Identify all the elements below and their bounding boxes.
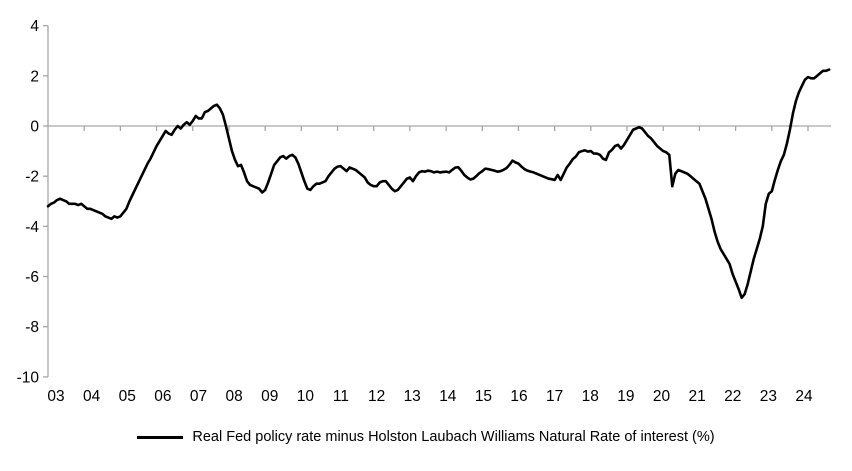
x-tick-label: 21 [689, 388, 706, 405]
legend-line-sample [137, 435, 184, 439]
x-tick-label: 08 [225, 388, 242, 405]
y-tick-label: 2 [30, 68, 39, 85]
x-tick-label: 15 [475, 388, 492, 405]
x-tick-label: 07 [190, 388, 207, 405]
x-tick-label: 06 [154, 388, 171, 405]
x-tick-label: 18 [582, 388, 599, 405]
y-tick-label: 0 [30, 119, 39, 136]
legend-label: Real Fed policy rate minus Holston Lauba… [192, 429, 715, 445]
x-tick-label: 12 [368, 388, 385, 405]
x-tick-label: 04 [83, 388, 101, 405]
legend: Real Fed policy rate minus Holston Lauba… [0, 429, 852, 445]
x-tick-label: 14 [439, 388, 457, 405]
x-tick-label: 24 [795, 388, 813, 405]
x-tick-label: 03 [47, 388, 64, 405]
y-tick-label: -10 [17, 369, 40, 386]
x-tick-label: 09 [261, 388, 278, 405]
x-tick-label: 19 [617, 388, 634, 405]
x-tick-label: 10 [297, 388, 315, 405]
y-tick-label: -2 [25, 169, 39, 186]
y-tick-label: -4 [25, 219, 39, 236]
x-tick-label: 22 [724, 388, 741, 405]
x-tick-label: 20 [653, 388, 671, 405]
x-tick-label: 11 [333, 388, 349, 405]
series-line [46, 68, 831, 300]
x-tick-label: 16 [510, 388, 527, 405]
x-tick-label: 13 [404, 388, 421, 405]
x-tick-label: 17 [546, 388, 563, 405]
y-tick-label: 4 [30, 18, 39, 35]
x-tick-label: 05 [119, 388, 136, 405]
y-tick-label: -6 [25, 269, 39, 286]
y-tick-label: -8 [25, 319, 39, 336]
x-tick-label: 23 [760, 388, 777, 405]
